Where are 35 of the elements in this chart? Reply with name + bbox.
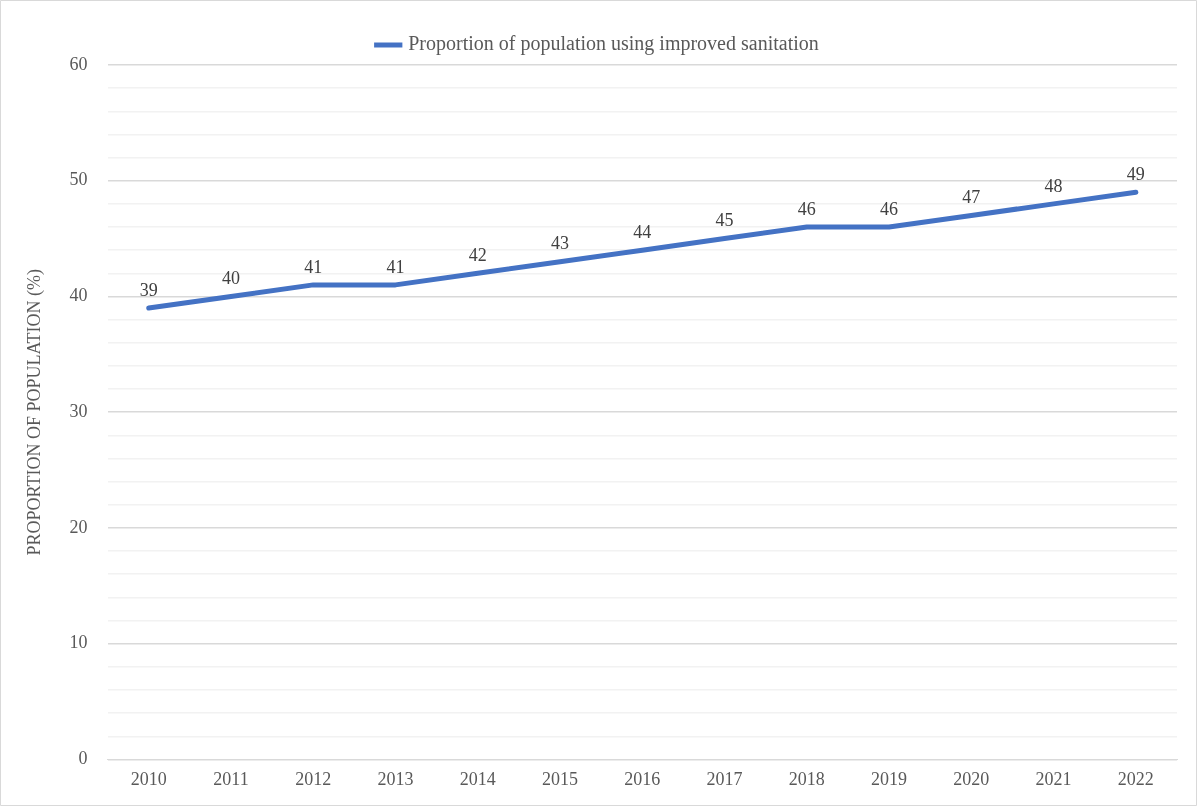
x-tick-label: 2012 bbox=[295, 768, 332, 789]
data-label: 46 bbox=[797, 198, 816, 219]
data-label: 45 bbox=[715, 210, 734, 231]
y-axis-title: PROPORTION OF POPULATION (%) bbox=[23, 268, 45, 556]
x-tick-label: 2013 bbox=[377, 768, 414, 789]
x-tick-label: 2015 bbox=[542, 768, 579, 789]
x-tick-label: 2014 bbox=[459, 768, 496, 789]
x-tick-label: 2021 bbox=[1035, 768, 1072, 789]
data-label: 48 bbox=[1044, 175, 1063, 196]
data-label: 43 bbox=[551, 233, 570, 254]
y-tick-label: 60 bbox=[69, 53, 88, 74]
legend-label: Proportion of population using improved sanitation bbox=[408, 32, 819, 56]
x-tick-label: 2019 bbox=[871, 768, 908, 789]
y-tick-label: 30 bbox=[69, 400, 88, 421]
x-tick-label: 2022 bbox=[1117, 768, 1154, 789]
data-label: 41 bbox=[386, 256, 405, 277]
y-tick-label: 50 bbox=[69, 169, 88, 190]
data-label: 49 bbox=[1126, 164, 1145, 185]
x-tick-label: 2016 bbox=[624, 768, 661, 789]
data-label: 46 bbox=[880, 198, 899, 219]
x-tick-label: 2011 bbox=[213, 768, 249, 789]
y-tick-label: 20 bbox=[69, 516, 88, 537]
y-tick-label: 40 bbox=[69, 285, 88, 306]
x-tick-label: 2010 bbox=[130, 768, 167, 789]
data-label: 41 bbox=[304, 256, 323, 277]
data-label: 47 bbox=[962, 187, 981, 208]
data-label: 40 bbox=[221, 268, 240, 289]
y-tick-label: 10 bbox=[69, 632, 88, 653]
y-tick-label: 0 bbox=[78, 748, 88, 769]
x-tick-label: 2020 bbox=[953, 768, 990, 789]
data-label: 44 bbox=[633, 221, 652, 242]
data-label: 42 bbox=[468, 245, 487, 266]
x-tick-label: 2017 bbox=[706, 768, 743, 789]
data-label: 39 bbox=[139, 279, 158, 300]
x-tick-label: 2018 bbox=[788, 768, 825, 789]
